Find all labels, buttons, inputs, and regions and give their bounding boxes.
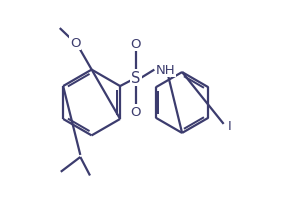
Text: S: S xyxy=(131,71,141,86)
Text: NH: NH xyxy=(155,64,175,77)
Text: O: O xyxy=(70,37,80,50)
Text: O: O xyxy=(131,106,141,119)
Text: I: I xyxy=(227,119,231,132)
Text: O: O xyxy=(131,38,141,51)
